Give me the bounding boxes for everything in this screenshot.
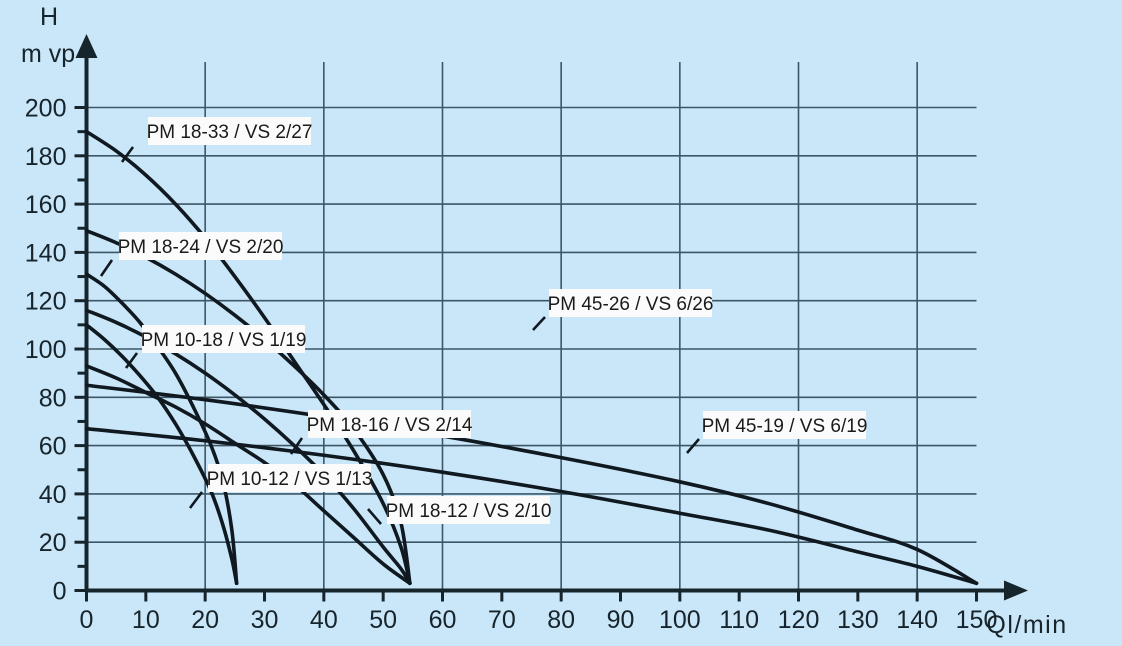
- y-axis-title-line2: m vp: [21, 40, 75, 68]
- series-label-box: [703, 411, 866, 439]
- x-tick-label: 90: [607, 606, 635, 634]
- series-label-group: PM 10-18 / VS 1/19: [141, 325, 307, 353]
- y-axis-title-line1: H: [40, 3, 58, 31]
- series-leader-line: [367, 508, 382, 525]
- series-label-box: [549, 289, 712, 317]
- series-label-group: PM 18-24 / VS 2/20: [118, 232, 284, 260]
- axes-group: [75, 34, 1028, 601]
- series-label-group: PM 45-26 / VS 6/26: [548, 289, 714, 317]
- series-label-box: [208, 464, 371, 492]
- x-tick-label: 140: [896, 606, 938, 634]
- series-leader-line: [188, 491, 204, 509]
- x-tick-label: 10: [132, 606, 160, 634]
- x-tick-label: 100: [659, 606, 701, 634]
- series-label-group: PM 10-12 / VS 1/13: [207, 464, 373, 492]
- series-label-group: PM 18-16 / VS 2/14: [307, 410, 473, 438]
- series-label-text: PM 45-26 / VS 6/26: [548, 294, 714, 315]
- series-label-box: [119, 232, 282, 260]
- series-label-group: PM 45-19 / VS 6/19: [702, 411, 868, 439]
- y-tick-label: 40: [39, 481, 67, 509]
- series-label-text: PM 18-12 / VS 2/10: [386, 501, 552, 522]
- tick-labels-group: 0 10 20 30 40 50 60 70 80 90 100 110 120 130 140 150 0 20…: [25, 95, 998, 635]
- pump-curve: [84, 129, 412, 586]
- x-tick-label: 70: [488, 606, 516, 634]
- x-tick-label: 40: [310, 606, 338, 634]
- series-label-group: PM 18-33 / VS 2/27: [147, 117, 313, 145]
- series-leader-line: [289, 437, 304, 455]
- y-tick-label: 20: [39, 529, 67, 557]
- series-label-box: [142, 325, 305, 353]
- pump-curve: [84, 383, 979, 586]
- series-leader-line: [686, 438, 700, 454]
- x-tick-label: 130: [837, 606, 879, 634]
- y-tick-label: 120: [25, 288, 67, 316]
- x-tick-label: 0: [80, 606, 94, 634]
- y-tick-label: 80: [39, 384, 67, 412]
- series-label-text: PM 18-33 / VS 2/27: [147, 122, 313, 143]
- y-tick-label: 140: [25, 239, 67, 267]
- series-label-text: PM 45-19 / VS 6/19: [702, 416, 868, 437]
- series-label-box: [387, 496, 550, 524]
- pump-curve: [84, 272, 239, 586]
- series-leader-line: [124, 352, 139, 369]
- y-tick-label: 160: [25, 191, 67, 219]
- x-axis-title: Ql/min: [986, 611, 1067, 639]
- x-tick-label: 120: [778, 606, 820, 634]
- y-tick-label: 180: [25, 143, 67, 171]
- series-label-text: PM 10-18 / VS 1/19: [141, 330, 307, 351]
- x-tick-label: 60: [429, 606, 457, 634]
- series-label-box: [308, 410, 471, 438]
- y-tick-label: 0: [53, 578, 67, 606]
- series-labels-group: PM 18-33 / VS 2/27 PM 18-24 / VS 2/20 PM 1…: [99, 117, 868, 525]
- x-tick-label: 20: [191, 606, 219, 634]
- x-tick-label: 80: [547, 606, 575, 634]
- series-label-box: [148, 117, 311, 145]
- series-label-text: PM 10-12 / VS 1/13: [207, 469, 373, 490]
- series-leader-line: [532, 316, 546, 331]
- series-label-text: PM 18-24 / VS 2/20: [118, 237, 284, 258]
- series-label-group: PM 18-12 / VS 2/10: [386, 496, 552, 524]
- x-tick-label: 30: [251, 606, 279, 634]
- y-axis-arrow: [75, 34, 98, 58]
- series-label-text: PM 18-16 / VS 2/14: [307, 415, 473, 436]
- pump-curve: [84, 323, 239, 586]
- y-tick-label: 200: [25, 95, 67, 123]
- y-tick-label: 100: [25, 336, 67, 364]
- y-tick-label: 60: [39, 433, 67, 461]
- series-leader-line: [120, 146, 135, 163]
- x-tick-label: 150: [956, 606, 998, 634]
- x-tick-label: 50: [369, 606, 397, 634]
- series-leader-line: [99, 259, 114, 277]
- x-axis-arrow: [1004, 580, 1028, 601]
- pump-curve: [84, 426, 979, 586]
- x-tick-label: 110: [719, 606, 759, 634]
